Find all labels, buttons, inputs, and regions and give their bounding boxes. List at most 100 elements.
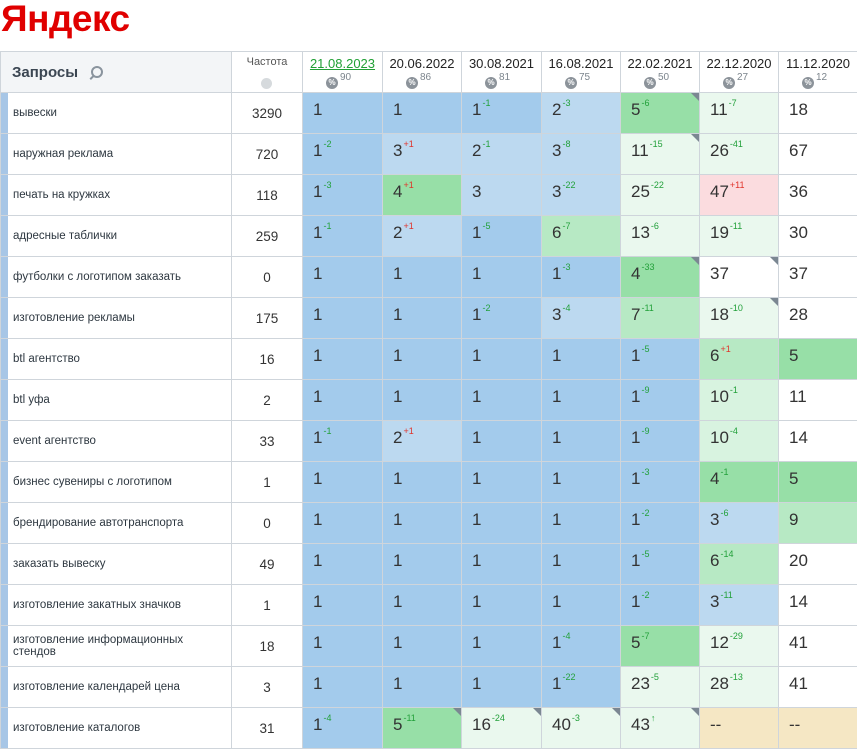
position-cell[interactable]: 1 bbox=[302, 297, 383, 339]
position-cell[interactable]: 16-24 bbox=[461, 707, 542, 749]
position-cell[interactable]: 25-22 bbox=[620, 174, 700, 216]
position-cell[interactable]: 3-22 bbox=[541, 174, 621, 216]
position-cell[interactable]: 1 bbox=[461, 666, 542, 708]
position-cell[interactable]: 2+1 bbox=[382, 215, 462, 257]
position-cell[interactable]: 10-4 bbox=[699, 420, 779, 462]
position-cell[interactable]: 3-4 bbox=[541, 297, 621, 339]
position-cell[interactable]: 1 bbox=[382, 379, 462, 421]
position-cell[interactable]: 3 bbox=[461, 174, 542, 216]
date-column-header[interactable]: 20.06.2022% 86 bbox=[382, 51, 462, 93]
position-cell[interactable]: 18 bbox=[778, 92, 857, 134]
date-column-header[interactable]: 16.08.2021% 75 bbox=[541, 51, 621, 93]
position-cell[interactable]: 1 bbox=[461, 338, 542, 380]
query-cell[interactable]: btl агентство bbox=[0, 338, 232, 380]
date-column-header[interactable]: 11.12.2020% 12 bbox=[778, 51, 857, 93]
query-cell[interactable]: изготовление рекламы bbox=[0, 297, 232, 339]
position-cell[interactable]: 2-3 bbox=[541, 92, 621, 134]
position-cell[interactable]: 1 bbox=[302, 92, 383, 134]
position-cell[interactable]: 1 bbox=[541, 379, 621, 421]
position-cell[interactable]: 1 bbox=[382, 256, 462, 298]
position-cell[interactable]: 37 bbox=[778, 256, 857, 298]
position-cell[interactable]: -- bbox=[778, 707, 857, 749]
position-cell[interactable]: 4+1 bbox=[382, 174, 462, 216]
position-cell[interactable]: -- bbox=[699, 707, 779, 749]
query-cell[interactable]: изготовление информационных стендов bbox=[0, 625, 232, 667]
position-cell[interactable]: 1 bbox=[541, 502, 621, 544]
position-cell[interactable]: 5 bbox=[778, 461, 857, 503]
position-cell[interactable]: 28 bbox=[778, 297, 857, 339]
snippet-corner-marker[interactable] bbox=[770, 298, 778, 306]
position-cell[interactable]: 1 bbox=[382, 338, 462, 380]
position-cell[interactable]: 12-29 bbox=[699, 625, 779, 667]
position-cell[interactable]: 1-2 bbox=[620, 584, 700, 626]
position-cell[interactable]: 7-11 bbox=[620, 297, 700, 339]
position-cell[interactable]: 1-1 bbox=[461, 92, 542, 134]
position-cell[interactable]: 1 bbox=[382, 625, 462, 667]
position-cell[interactable]: 20 bbox=[778, 543, 857, 585]
position-cell[interactable]: 6-14 bbox=[699, 543, 779, 585]
position-cell[interactable]: 67 bbox=[778, 133, 857, 175]
position-cell[interactable]: 6-7 bbox=[541, 215, 621, 257]
position-cell[interactable]: 1-4 bbox=[302, 707, 383, 749]
query-cell[interactable]: вывески bbox=[0, 92, 232, 134]
position-cell[interactable]: 1-5 bbox=[461, 215, 542, 257]
position-cell[interactable]: 1-4 bbox=[541, 625, 621, 667]
position-cell[interactable]: 1 bbox=[302, 338, 383, 380]
position-cell[interactable]: 1 bbox=[382, 461, 462, 503]
date-column-header[interactable]: 30.08.2021% 81 bbox=[461, 51, 542, 93]
position-cell[interactable]: 1 bbox=[382, 502, 462, 544]
position-cell[interactable]: 1 bbox=[461, 625, 542, 667]
position-cell[interactable]: 1 bbox=[461, 584, 542, 626]
query-cell[interactable]: изготовление календарей цена bbox=[0, 666, 232, 708]
position-cell[interactable]: 3+1 bbox=[382, 133, 462, 175]
position-cell[interactable]: 18-10 bbox=[699, 297, 779, 339]
snippet-corner-marker[interactable] bbox=[691, 708, 699, 716]
position-cell[interactable]: 1-5 bbox=[620, 338, 700, 380]
position-cell[interactable]: 1 bbox=[302, 256, 383, 298]
snippet-corner-marker[interactable] bbox=[533, 708, 541, 716]
query-cell[interactable]: печать на кружках bbox=[0, 174, 232, 216]
position-cell[interactable]: 1 bbox=[302, 502, 383, 544]
position-cell[interactable]: 11-15 bbox=[620, 133, 700, 175]
frequency-header[interactable]: Частота bbox=[231, 51, 303, 93]
query-cell[interactable]: адресные таблички bbox=[0, 215, 232, 257]
position-cell[interactable]: 40-3 bbox=[541, 707, 621, 749]
position-cell[interactable]: 2-1 bbox=[461, 133, 542, 175]
position-cell[interactable]: 4-1 bbox=[699, 461, 779, 503]
position-cell[interactable]: 47+11 bbox=[699, 174, 779, 216]
position-cell[interactable]: 19-11 bbox=[699, 215, 779, 257]
query-cell[interactable]: наружная реклама bbox=[0, 133, 232, 175]
position-cell[interactable]: 1 bbox=[541, 420, 621, 462]
snippet-corner-marker[interactable] bbox=[691, 257, 699, 265]
position-cell[interactable]: 1 bbox=[541, 461, 621, 503]
search-icon[interactable] bbox=[91, 66, 103, 78]
position-cell[interactable]: 14 bbox=[778, 584, 857, 626]
position-cell[interactable]: 41 bbox=[778, 666, 857, 708]
date-column-header[interactable]: 21.08.2023% 90 bbox=[302, 51, 383, 93]
position-cell[interactable]: 1-2 bbox=[620, 502, 700, 544]
position-cell[interactable]: 1 bbox=[461, 420, 542, 462]
position-cell[interactable]: 5-11 bbox=[382, 707, 462, 749]
position-cell[interactable]: 1 bbox=[541, 584, 621, 626]
position-cell[interactable]: 1 bbox=[461, 256, 542, 298]
position-cell[interactable]: 1-22 bbox=[541, 666, 621, 708]
snippet-corner-marker[interactable] bbox=[612, 708, 620, 716]
query-cell[interactable]: изготовление закатных значков bbox=[0, 584, 232, 626]
snippet-corner-marker[interactable] bbox=[770, 257, 778, 265]
query-cell[interactable]: event агентство bbox=[0, 420, 232, 462]
query-cell[interactable]: btl уфа bbox=[0, 379, 232, 421]
position-cell[interactable]: 4-33 bbox=[620, 256, 700, 298]
position-cell[interactable]: 1 bbox=[461, 502, 542, 544]
position-cell[interactable]: 1 bbox=[382, 543, 462, 585]
query-cell[interactable]: брендирование автотранспорта bbox=[0, 502, 232, 544]
position-cell[interactable]: 1 bbox=[382, 297, 462, 339]
position-cell[interactable]: 3-11 bbox=[699, 584, 779, 626]
position-cell[interactable]: 1 bbox=[302, 461, 383, 503]
position-cell[interactable]: 3-8 bbox=[541, 133, 621, 175]
position-cell[interactable]: 2+1 bbox=[382, 420, 462, 462]
position-cell[interactable]: 5-7 bbox=[620, 625, 700, 667]
position-cell[interactable]: 11-7 bbox=[699, 92, 779, 134]
position-cell[interactable]: 11 bbox=[778, 379, 857, 421]
position-cell[interactable]: 41 bbox=[778, 625, 857, 667]
position-cell[interactable]: 1 bbox=[461, 543, 542, 585]
